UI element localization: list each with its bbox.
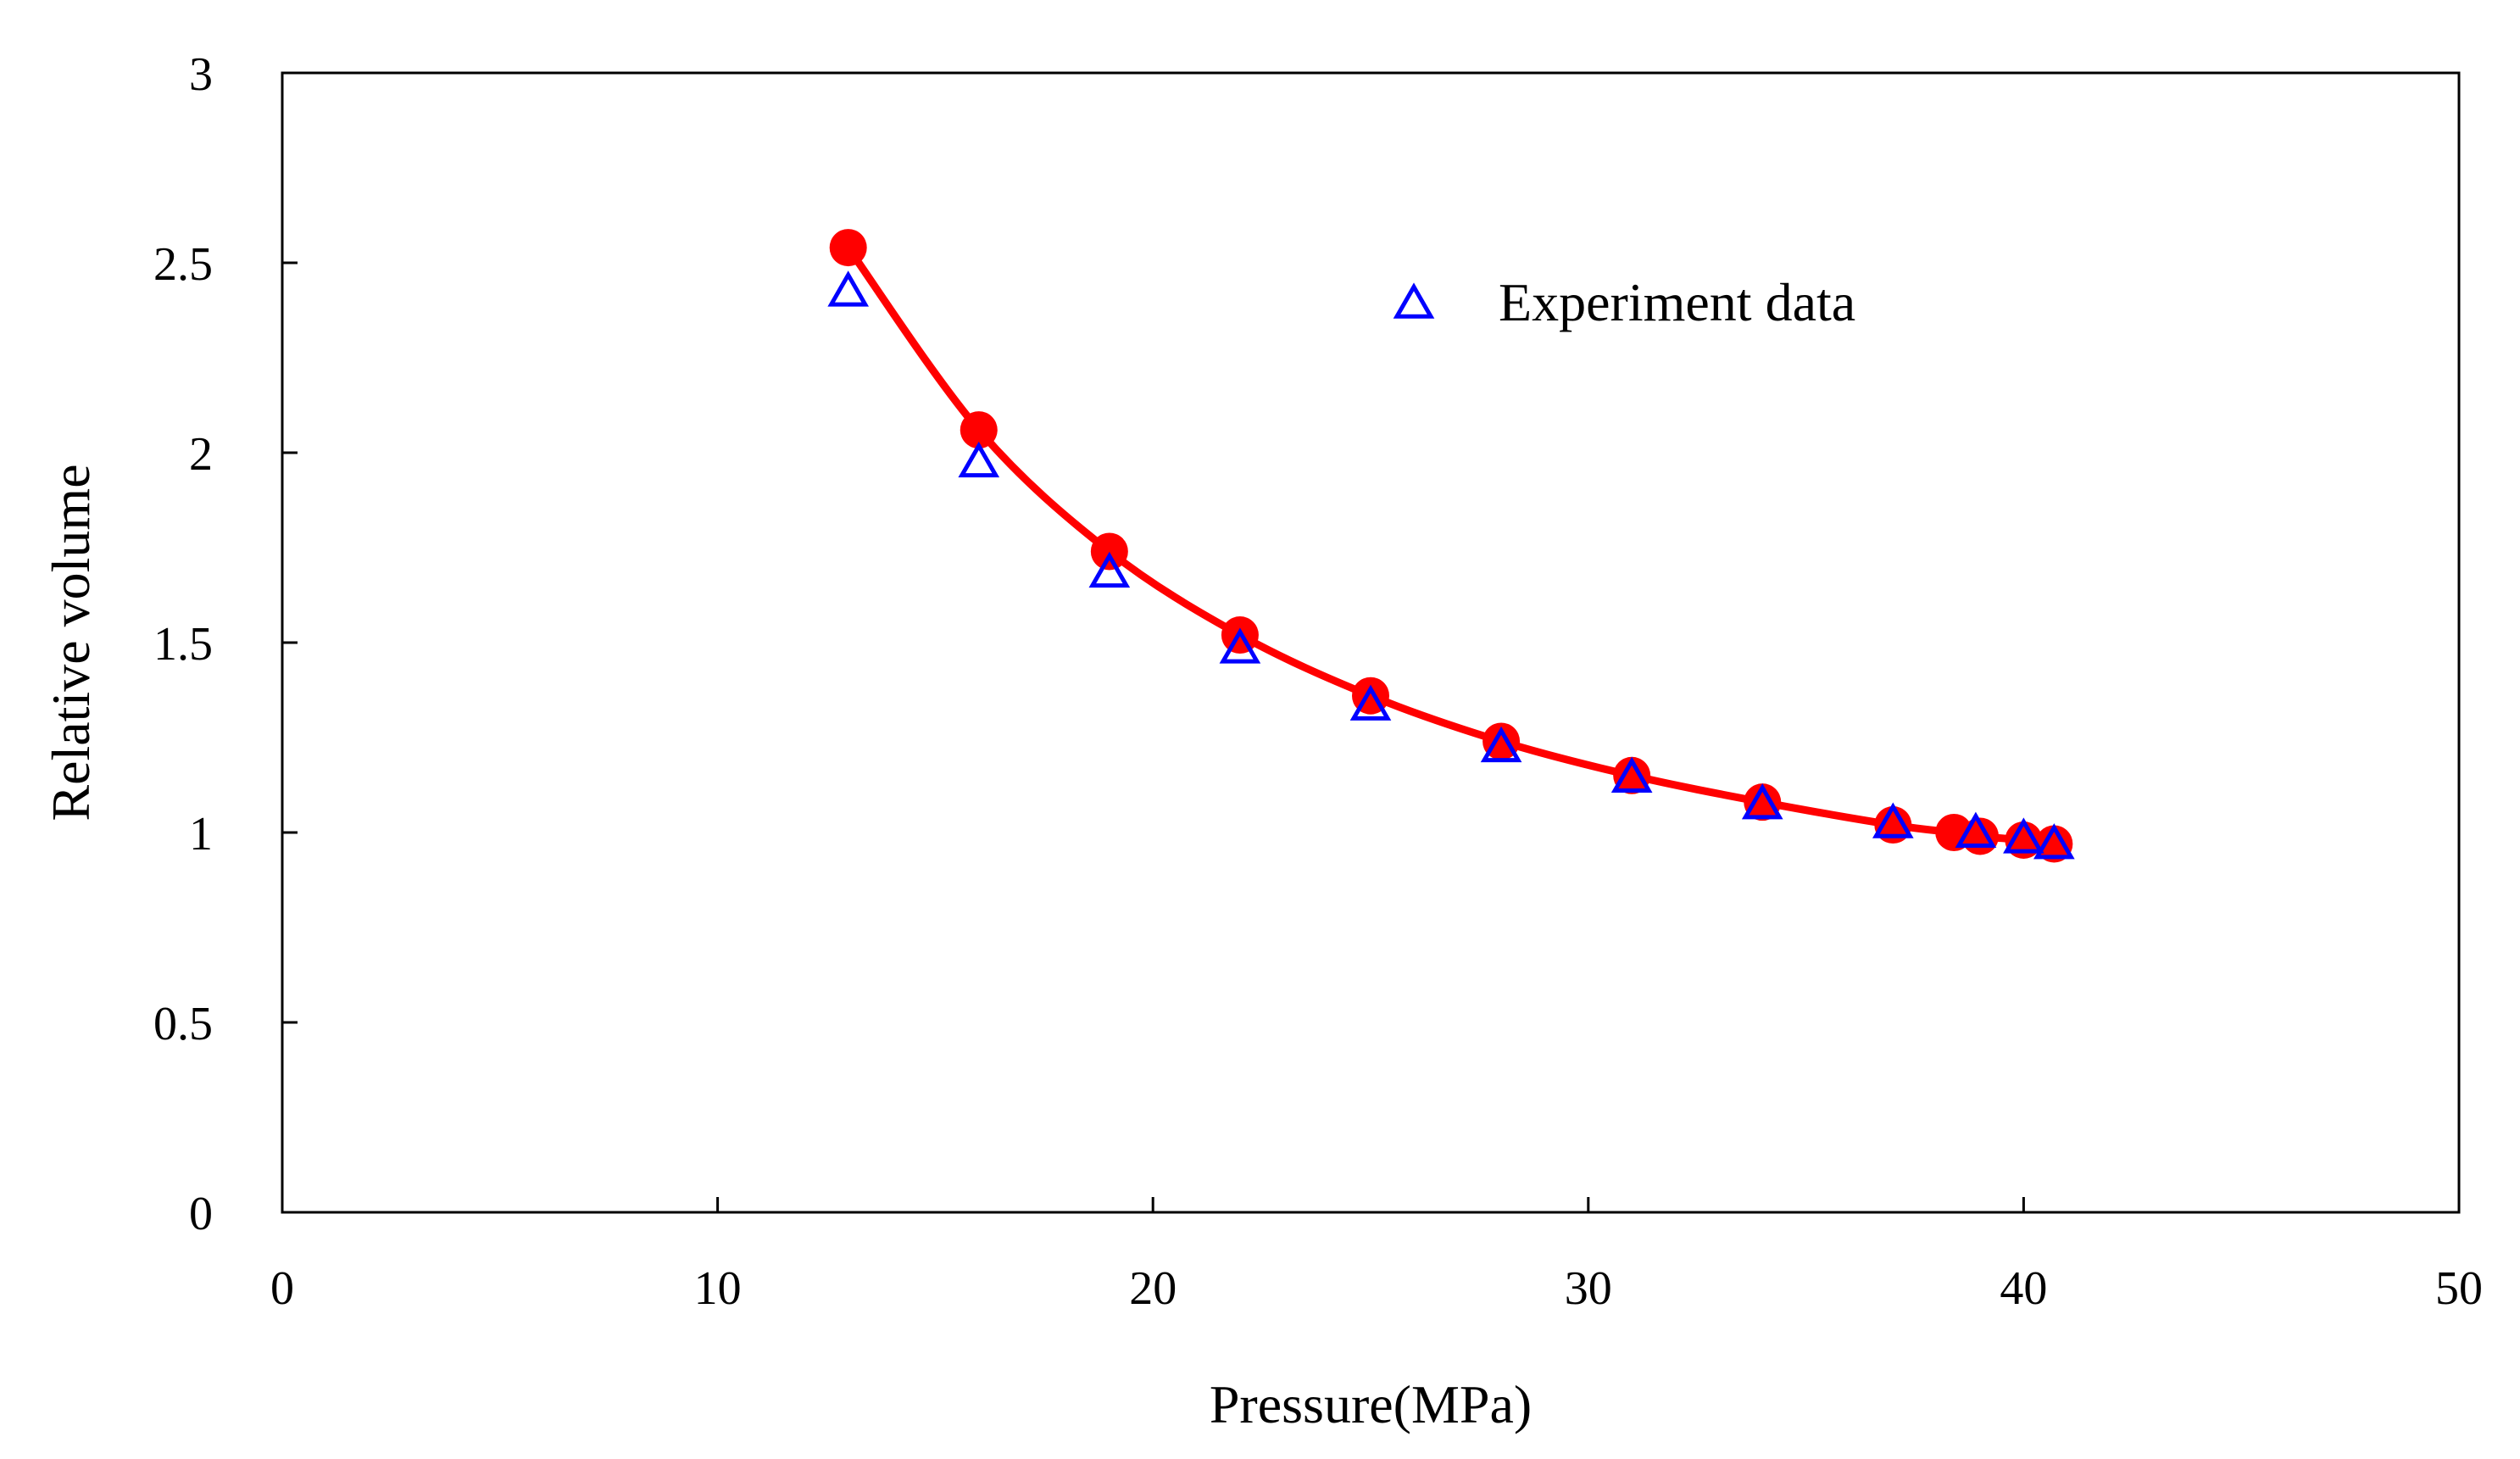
y-tick-label: 1 [189, 808, 213, 860]
y-tick-label: 3 [189, 48, 213, 101]
series-1-point [2003, 817, 2044, 854]
series-1-point [1480, 726, 1522, 763]
y-tick-label: 0.5 [153, 998, 213, 1050]
x-tick-label: 20 [1129, 1262, 1177, 1315]
series-0-point [829, 229, 867, 267]
y-tick-label: 2.5 [153, 238, 213, 291]
x-axis-label: Pressure(MPa) [1210, 1374, 1532, 1434]
series-1-point [1741, 783, 1783, 820]
x-tick-label: 50 [2435, 1262, 2483, 1315]
x-tick-label: 10 [694, 1262, 742, 1315]
series-1-point [1610, 756, 1653, 794]
legend: Experiment data [1393, 272, 1855, 332]
y-tick-label: 0 [189, 1188, 213, 1240]
plot-area [827, 229, 2075, 863]
series-0-point [1090, 532, 1128, 571]
series-0-point [1744, 783, 1782, 821]
x-tick-label: 40 [2000, 1262, 2047, 1315]
series-0-point [960, 411, 998, 449]
y-axis-label: Relative volume [41, 464, 101, 821]
series-0-point [2035, 825, 2073, 863]
series-1-point [1955, 811, 1997, 848]
axis-ticks: 0 10 20 30 40 50 0 0.5 1 1.5 2 2.5 3 [153, 48, 2483, 1315]
x-tick-label: 0 [270, 1262, 294, 1315]
legend-label-experiment-data: Experiment data [1499, 272, 1855, 332]
y-tick-label: 1.5 [153, 618, 213, 671]
y-tick-label: 2 [189, 428, 213, 481]
series-1-point [1219, 627, 1261, 664]
series-1-point [827, 270, 870, 307]
series-1-point [958, 441, 1000, 478]
series-1-point [1349, 684, 1392, 721]
legend-triangle-marker [1393, 282, 1435, 319]
x-tick-label: 30 [1565, 1262, 1612, 1315]
series-1-point [1872, 802, 1914, 838]
series-0-point [1613, 756, 1651, 794]
series-1-point [2033, 823, 2075, 860]
series-1-point [1088, 551, 1131, 588]
